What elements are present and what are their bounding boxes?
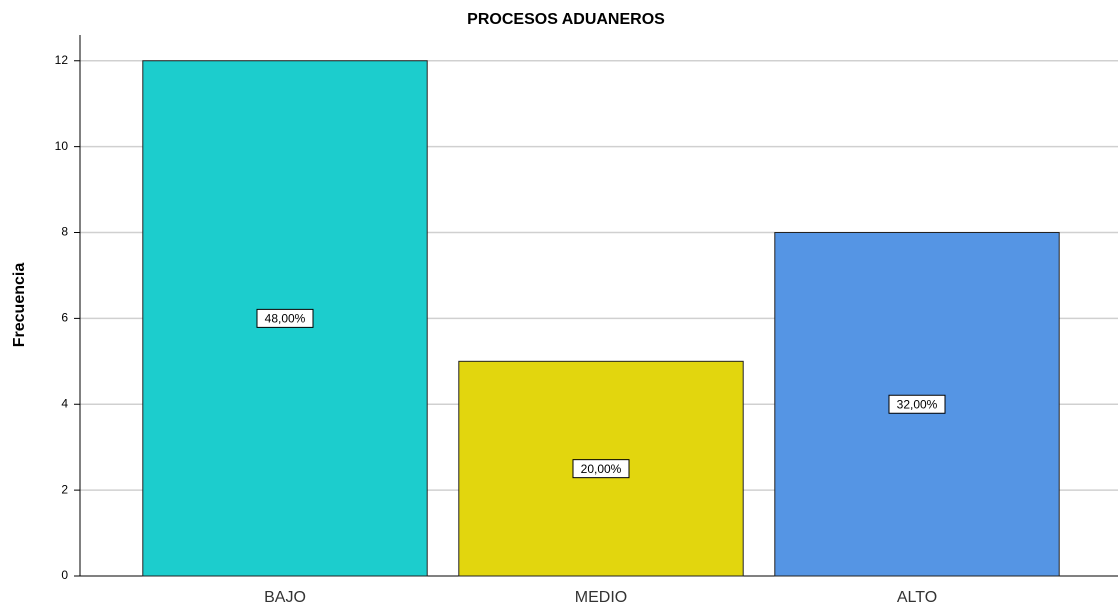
x-tick-label: MEDIO bbox=[575, 589, 627, 606]
y-tick-label: 2 bbox=[61, 482, 68, 496]
data-label: 48,00% bbox=[265, 312, 306, 326]
data-label-box bbox=[256, 308, 314, 328]
data-label: 20,00% bbox=[581, 462, 622, 476]
y-tick-label: 4 bbox=[61, 396, 68, 410]
chart-title: PROCESOS ADUANEROS bbox=[467, 11, 665, 28]
x-tick-label: BAJO bbox=[264, 589, 306, 606]
y-tick-label: 10 bbox=[55, 139, 69, 153]
y-tick-label: 12 bbox=[55, 53, 69, 67]
data-label: 32,00% bbox=[897, 397, 938, 411]
y-tick-label: 0 bbox=[61, 568, 68, 582]
data-label-box bbox=[572, 459, 630, 479]
data-label-box bbox=[888, 394, 946, 414]
y-tick-label: 6 bbox=[61, 311, 68, 325]
y-tick-label: 8 bbox=[61, 225, 68, 239]
x-tick-label: ALTO bbox=[897, 589, 937, 606]
y-axis-label: Frecuencia bbox=[11, 263, 28, 348]
